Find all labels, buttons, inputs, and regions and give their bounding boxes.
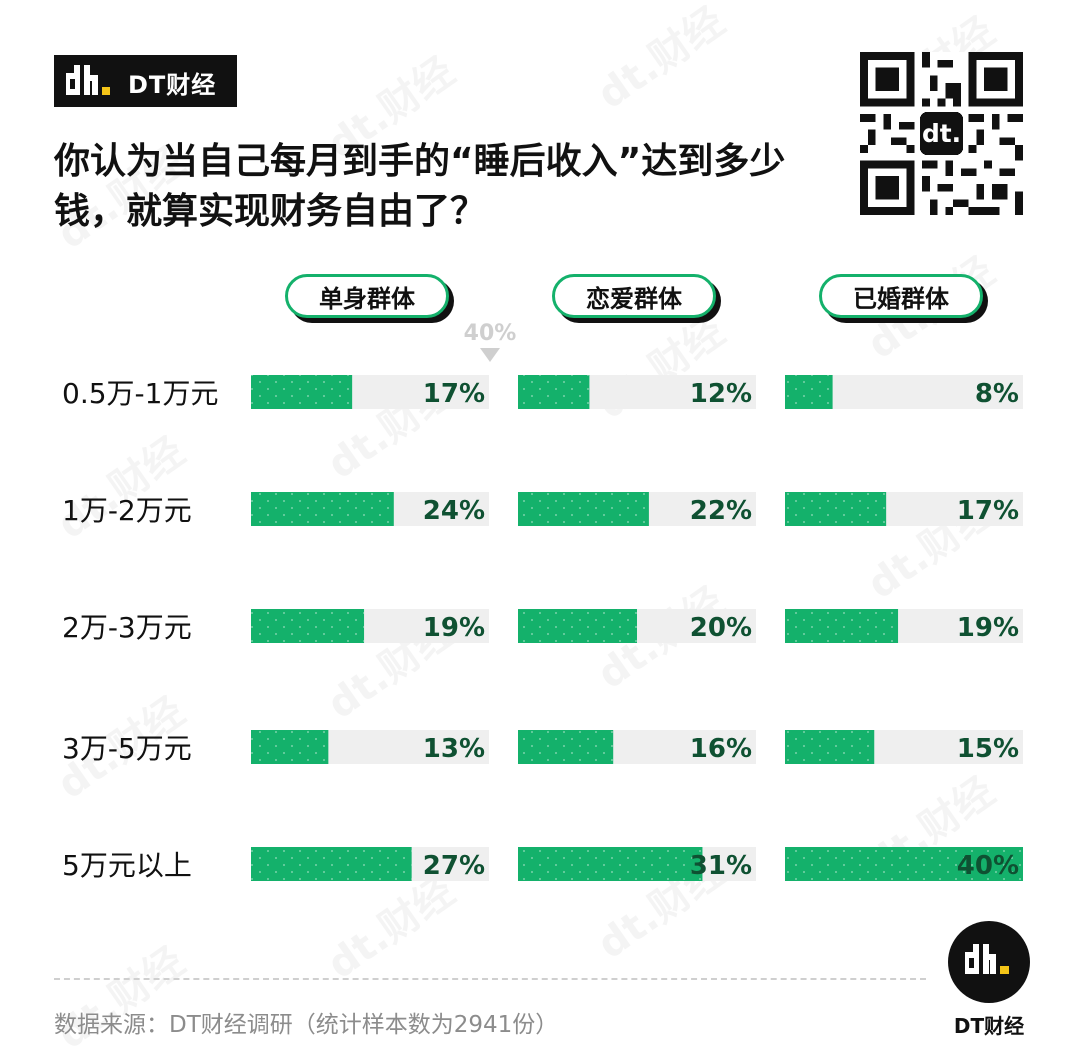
bar-texture — [518, 847, 703, 881]
bar-texture — [785, 375, 833, 409]
category-label: 0.5万-1万元 — [62, 377, 218, 410]
bar-texture — [518, 730, 614, 764]
group-pill-dating: 恋爱群体 — [552, 274, 716, 318]
value-label: 27% — [423, 851, 485, 881]
group-pill-single: 单身群体 — [285, 274, 449, 318]
bar-texture — [251, 730, 329, 764]
bar-texture — [251, 847, 412, 881]
bar-texture — [785, 609, 899, 643]
logo-caption: DT财经 — [953, 1014, 1025, 1038]
value-label: 40% — [957, 851, 1019, 881]
bar-texture — [785, 847, 1023, 881]
value-label: 17% — [423, 379, 485, 409]
value-label: 16% — [690, 734, 752, 764]
bar-texture — [251, 375, 353, 409]
svg-text:dt.: dt. — [922, 119, 961, 148]
value-label: 12% — [690, 379, 752, 409]
bar-texture — [785, 492, 887, 526]
annotation-marker: 40% — [464, 321, 517, 362]
group-pill-married: 已婚群体 — [819, 274, 983, 318]
value-label: 19% — [957, 613, 1019, 643]
bar-texture — [251, 492, 394, 526]
bar-texture — [518, 609, 637, 643]
value-label: 20% — [690, 613, 752, 643]
value-label: 15% — [957, 734, 1019, 764]
value-label: 13% — [423, 734, 485, 764]
annotation-arrow-icon — [480, 348, 500, 362]
dt-logo-icon — [948, 921, 1030, 1003]
brand-badge: DT财经 — [54, 55, 237, 107]
qr-code-icon: dt. — [860, 52, 1023, 215]
bar-chart: 40% 0.5万-1万元 17% 12% 8% 1万-2万元 24% 22% 17% 2万-3万… — [62, 321, 1023, 882]
bar-texture — [518, 492, 649, 526]
category-label: 2万-3万元 — [62, 611, 192, 644]
annotation-label: 40% — [464, 321, 517, 346]
value-label: 17% — [957, 496, 1019, 526]
page-title: 你认为当自己每月到手的“睡后收入”达到多少钱，就算实现财务自由了？ — [54, 141, 786, 232]
bar-texture — [785, 730, 875, 764]
value-label: 19% — [423, 613, 485, 643]
value-label: 8% — [975, 379, 1019, 409]
dt-logo-icon — [66, 65, 110, 95]
value-label: 22% — [690, 496, 752, 526]
bar-texture — [251, 609, 365, 643]
category-label: 1万-2万元 — [62, 494, 192, 527]
brand-name: DT财经 — [128, 71, 217, 99]
bar-texture — [518, 375, 590, 409]
footer-divider — [54, 978, 926, 980]
source-note: 数据来源：DT财经调研（统计样本数为2941份） — [54, 1012, 559, 1038]
value-label: 31% — [690, 851, 752, 881]
value-label: 24% — [423, 496, 485, 526]
category-label: 3万-5万元 — [62, 732, 192, 765]
category-label: 5万元以上 — [62, 849, 192, 882]
